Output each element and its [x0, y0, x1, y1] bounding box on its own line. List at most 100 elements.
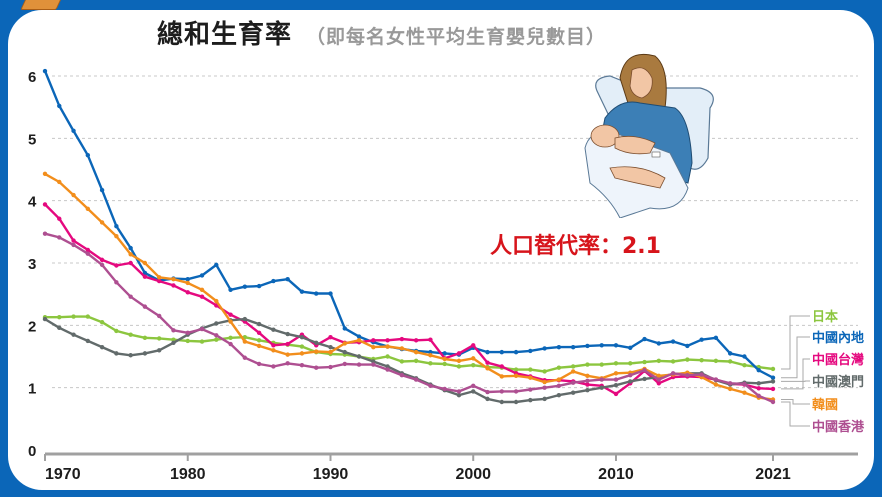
data-point [770, 375, 776, 380]
data-point [599, 362, 604, 367]
data-point [299, 351, 305, 356]
data-point [299, 344, 305, 349]
data-point [256, 343, 262, 349]
data-point [314, 291, 319, 296]
data-point [770, 366, 776, 372]
data-point [71, 192, 76, 198]
data-point [599, 343, 604, 348]
data-point [228, 341, 233, 347]
data-point [670, 359, 676, 364]
data-point [499, 364, 504, 369]
data-point [656, 341, 662, 346]
data-point [328, 364, 333, 370]
data-point [171, 283, 176, 288]
legend-label: 日本 [812, 309, 838, 325]
data-point [57, 179, 62, 185]
data-point [613, 391, 619, 397]
data-point [642, 368, 647, 373]
data-point [228, 287, 233, 293]
legend-leader-line [781, 401, 810, 427]
data-point [328, 334, 333, 340]
data-point [742, 363, 747, 368]
data-point [385, 354, 390, 359]
data-point [585, 387, 590, 393]
data-point [756, 368, 761, 373]
mother-holding-baby-illustration [584, 53, 714, 218]
data-point [71, 238, 76, 243]
data-point [328, 291, 333, 296]
data-point [585, 373, 590, 379]
data-point [613, 377, 619, 382]
x-tick-label: 1990 [313, 466, 349, 483]
data-point [528, 387, 533, 392]
data-point [271, 364, 276, 369]
x-tick-label: 1970 [45, 466, 81, 483]
data-point [471, 343, 476, 348]
data-point [485, 349, 490, 355]
data-point [713, 358, 719, 364]
data-point [399, 373, 405, 378]
data-point [727, 386, 733, 392]
legend-label: 中國台灣 [812, 352, 864, 368]
data-point [442, 386, 447, 392]
y-tick-label: 1 [28, 381, 36, 398]
data-point [228, 319, 233, 324]
data-point [585, 343, 590, 349]
data-point [428, 361, 433, 366]
data-point [271, 348, 276, 353]
data-point [399, 336, 405, 342]
data-point [756, 381, 761, 386]
data-point [570, 390, 576, 395]
data-point [742, 381, 747, 387]
data-point [256, 283, 262, 289]
data-point [114, 224, 119, 229]
data-point [185, 290, 190, 295]
data-point [685, 343, 690, 349]
replacement-rate-annotation: 人口替代率：2.1 [490, 234, 661, 259]
data-point [271, 327, 276, 332]
data-point [85, 338, 91, 344]
data-point [456, 358, 462, 364]
data-point [199, 294, 205, 299]
legend-label: 中國澳門 [812, 374, 864, 390]
data-point [528, 375, 533, 380]
data-point [685, 373, 690, 378]
data-point [499, 399, 504, 405]
data-point [71, 242, 76, 248]
data-point [471, 356, 476, 361]
data-point [513, 399, 519, 405]
data-point [628, 373, 633, 378]
data-point [485, 396, 490, 402]
data-point [71, 128, 76, 134]
data-point [99, 344, 105, 350]
data-point [371, 344, 376, 350]
data-point [214, 262, 219, 268]
data-point [356, 354, 362, 359]
data-point [42, 202, 48, 207]
data-point [585, 382, 590, 387]
series-line [42, 171, 776, 402]
data-point [242, 284, 248, 289]
data-point [128, 353, 133, 358]
data-point [428, 349, 433, 355]
data-point [642, 376, 647, 382]
data-point [57, 235, 62, 240]
data-point [513, 389, 519, 394]
x-tick-label: 2021 [755, 466, 791, 483]
data-point [314, 365, 319, 370]
data-point [271, 278, 276, 284]
data-point [142, 304, 148, 309]
data-point [699, 337, 704, 342]
data-point [613, 382, 619, 388]
data-point [770, 399, 776, 405]
data-point [71, 314, 76, 319]
data-point [128, 332, 133, 337]
data-point [156, 313, 162, 319]
data-point [770, 386, 776, 392]
y-tick-label: 2 [28, 318, 36, 335]
data-point [642, 336, 647, 342]
data-point [613, 371, 619, 376]
data-point [228, 312, 233, 317]
data-point [656, 381, 662, 386]
